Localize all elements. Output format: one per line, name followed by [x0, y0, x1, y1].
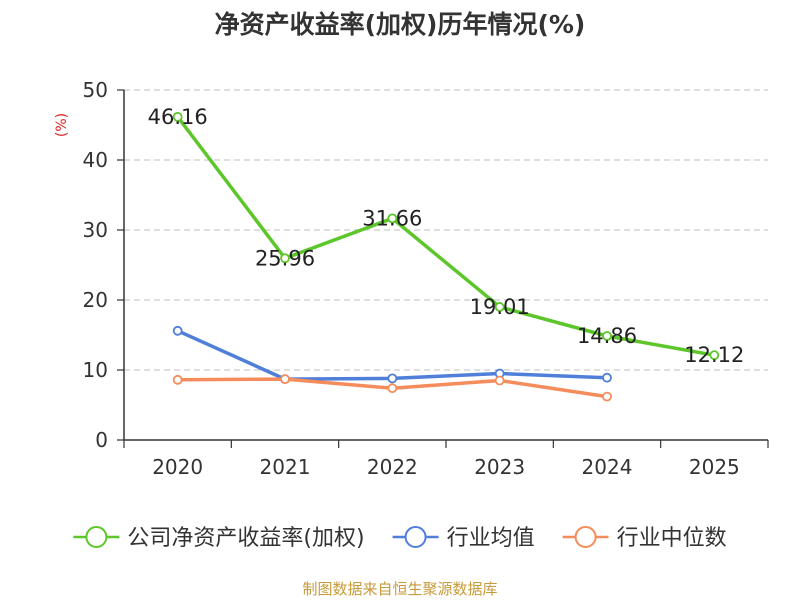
legend-item: 行业均值	[392, 526, 535, 551]
data-label: 19.01	[470, 295, 530, 319]
data-label: 14.86	[577, 324, 637, 348]
data-point	[494, 302, 505, 312]
data-point	[172, 374, 183, 385]
legend-label: 行业中位数	[617, 526, 727, 551]
x-tick-label: 2025	[689, 455, 740, 479]
data-label: 46.16	[148, 105, 208, 129]
data-label-layer: 46.16 25.96 31.66 19.01 14.86 12.12	[148, 105, 745, 367]
legend: 公司净资产收益率(加权) 行业均值 行业中位数	[73, 526, 727, 551]
y-tick-label: 40	[83, 148, 108, 172]
series-line-1	[176, 329, 608, 381]
legend-circle-icon	[574, 526, 597, 548]
data-label: 31.66	[362, 206, 422, 230]
data-label: 25.96	[255, 246, 315, 270]
x-tick-label: 2022	[367, 455, 418, 479]
x-tick-label: 2024	[582, 455, 633, 479]
legend-label: 公司净资产收益率(加权)	[127, 526, 364, 551]
legend-label: 行业均值	[447, 526, 535, 551]
data-label: 12.12	[684, 343, 744, 367]
y-tick-label: 10	[83, 358, 108, 382]
legend-circle-icon	[404, 526, 427, 548]
series-line-0	[176, 115, 715, 357]
y-tick-label: 50	[83, 78, 108, 102]
data-point	[387, 213, 398, 224]
data-point	[172, 325, 183, 336]
data-point	[602, 391, 612, 402]
data-point	[494, 375, 505, 386]
x-tick-label: 2020	[152, 455, 203, 479]
data-point	[280, 374, 290, 385]
y-tick-label: 30	[83, 218, 108, 242]
x-tick-label: 2021	[260, 455, 311, 479]
y-axis-label: (%)	[54, 113, 70, 137]
legend-circle-icon	[85, 526, 108, 548]
y-tick-label: 20	[83, 288, 108, 312]
chart-title: 净资产收益率(加权)历年情况(%)	[215, 10, 586, 39]
axis-layer: 0 10 20 30 40 50 2020 2021 2022 2023 2024 2025	[83, 78, 769, 479]
x-tick-label: 2023	[474, 455, 525, 479]
data-source-note: 制图数据来自恒生聚源数据库	[302, 580, 497, 598]
data-point	[602, 331, 612, 341]
data-point	[172, 111, 183, 122]
legend-item: 行业中位数	[562, 526, 727, 551]
grid-layer	[124, 89, 768, 371]
data-point	[602, 372, 612, 383]
data-point	[280, 253, 290, 264]
data-point	[709, 350, 720, 361]
data-point	[387, 373, 398, 384]
y-tick-label: 0	[95, 428, 108, 452]
data-point	[387, 383, 398, 394]
legend-item: 公司净资产收益率(加权)	[73, 526, 365, 551]
series-layer	[172, 111, 720, 402]
